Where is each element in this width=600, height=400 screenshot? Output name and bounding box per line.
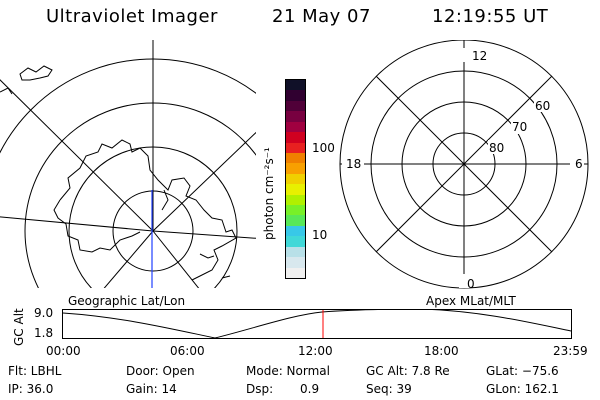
colorbar-swatch (286, 236, 305, 247)
colorbar-swatch (286, 173, 305, 185)
colorbar-swatch (286, 225, 305, 237)
info-dsp-label: Dsp: (246, 382, 274, 396)
timeline-xtick-0600: 06:00 (170, 344, 205, 358)
colorbar-swatch (286, 194, 305, 206)
timeline-xtick-1800: 18:00 (424, 344, 459, 358)
coastline (161, 189, 169, 211)
meridian (0, 216, 154, 232)
meridian (0, 79, 154, 232)
info-mode: Mode: Normal (246, 364, 330, 378)
timeline-ytick-min: 1.8 (34, 326, 54, 340)
colorbar-swatch (286, 267, 305, 278)
coastline (53, 199, 141, 253)
colorbar-tick-100: 100 (312, 141, 335, 155)
info-gain: Gain: 14 (126, 382, 177, 396)
altitude-curve (62, 309, 572, 339)
colorbar-swatch (286, 111, 305, 122)
colorbar-swatch (286, 142, 305, 153)
colorbar-tick-10: 10 (312, 228, 328, 242)
mlat-label-70: 70 (512, 120, 527, 134)
colorbar-unit-label: photon cm⁻²s⁻¹ (262, 147, 276, 240)
timeline-plot (62, 309, 572, 339)
info-flt: Flt: LBHL (8, 364, 62, 378)
meridian (103, 230, 154, 288)
timeline-xtick-1200: 12:00 (298, 344, 333, 358)
coastline (19, 65, 53, 81)
date-label: 21 May 07 (272, 6, 371, 27)
colorbar-swatch (286, 205, 305, 216)
coastline (59, 139, 237, 281)
left-map-label: Geographic Lat/Lon (68, 294, 186, 308)
magnetic-map: 12 18 6 0 60 70 80 (339, 40, 589, 291)
coastline (221, 275, 231, 279)
geographic-map (0, 40, 256, 288)
right-map-label: Apex MLat/MLT (426, 294, 516, 308)
timeline-xtick-2359: 23:59 (553, 344, 588, 358)
info-door: Door: Open (126, 364, 195, 378)
info-gc-alt: GC Alt: 7.8 Re (366, 364, 450, 378)
instrument-title: Ultraviolet Imager (46, 6, 218, 27)
info-dsp-value: 0.9 (300, 382, 320, 396)
colorbar-swatch (286, 184, 305, 195)
colorbar-swatch (286, 132, 305, 143)
timeline-xtick-0000: 00:00 (46, 344, 81, 358)
mlat-label-80: 80 (489, 141, 504, 155)
colorbar-swatch (286, 246, 305, 258)
mlt-label-left: 18 (346, 157, 361, 171)
meridian (152, 230, 200, 288)
mlat-label-60: 60 (535, 99, 550, 113)
timeline-axis-label: GC Alt (12, 308, 26, 346)
coastline (0, 87, 13, 95)
colorbar-swatch (286, 90, 305, 101)
colorbar (285, 79, 306, 279)
info-seq: Seq: 39 (366, 382, 412, 396)
lat-circle (24, 102, 256, 288)
colorbar-swatch (286, 163, 305, 174)
mlt-label-right: 6 (575, 157, 583, 171)
colorbar-swatch (286, 100, 305, 112)
info-glon: GLon: 162.1 (486, 382, 559, 396)
timeline-ytick-max: 9.0 (34, 306, 54, 320)
time-label: 12:19:55 UT (432, 6, 549, 27)
colorbar-swatch (286, 121, 305, 133)
coastline (199, 253, 215, 259)
info-glat: GLat: −75.6 (486, 364, 559, 378)
colorbar-swatch (286, 257, 305, 268)
mlt-label-top: 12 (472, 49, 487, 63)
mlt-label-bottom: 0 (467, 277, 475, 291)
colorbar-swatch (286, 152, 305, 164)
meridian (152, 131, 256, 232)
mlt-line (375, 75, 553, 253)
meridian (152, 230, 256, 239)
colorbar-swatch (286, 80, 305, 91)
colorbar-swatch (286, 215, 305, 226)
info-ip: IP: 36.0 (8, 382, 54, 396)
